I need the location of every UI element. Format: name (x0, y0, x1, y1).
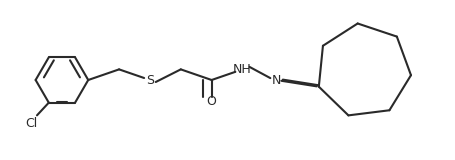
Text: N: N (272, 73, 281, 87)
Text: O: O (207, 95, 217, 108)
Text: NH: NH (233, 63, 252, 76)
Text: Cl: Cl (25, 117, 38, 130)
Text: S: S (146, 73, 154, 87)
